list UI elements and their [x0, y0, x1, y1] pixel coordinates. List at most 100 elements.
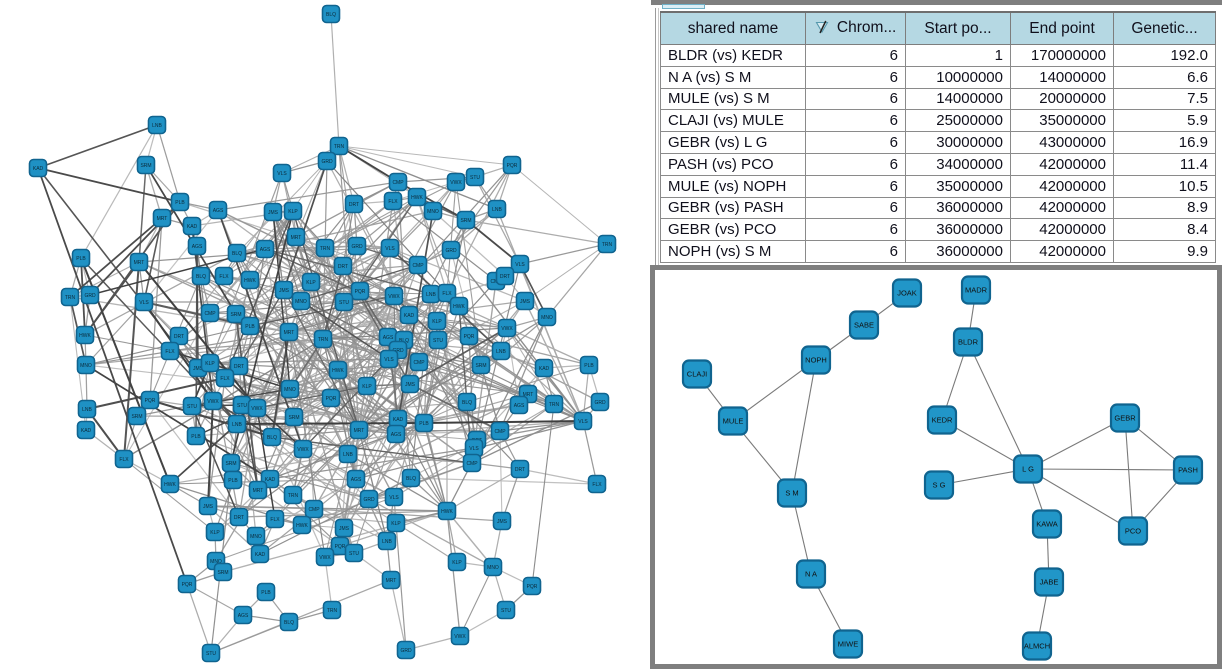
- svg-text:LNB: LNB: [232, 422, 242, 428]
- svg-text:PQR: PQR: [527, 584, 538, 590]
- svg-text:VLS: VLS: [139, 300, 149, 306]
- svg-text:VWX: VWX: [319, 555, 331, 561]
- svg-text:BLQ: BLQ: [406, 476, 416, 482]
- svg-text:MRT: MRT: [386, 578, 397, 584]
- svg-text:HWK: HWK: [332, 368, 344, 374]
- svg-text:TRN: TRN: [318, 337, 329, 343]
- svg-text:MNO: MNO: [427, 209, 439, 215]
- svg-text:LNB: LNB: [82, 407, 92, 413]
- svg-text:S M: S M: [785, 489, 798, 498]
- svg-text:KLP: KLP: [391, 521, 401, 527]
- svg-text:PASH: PASH: [1178, 466, 1198, 475]
- svg-text:JOAK: JOAK: [897, 289, 917, 298]
- svg-text:GRD: GRD: [321, 159, 333, 165]
- svg-text:LNB: LNB: [426, 292, 436, 298]
- svg-text:VLS: VLS: [385, 246, 395, 252]
- svg-text:MNO: MNO: [487, 565, 499, 571]
- svg-text:AGS: AGS: [260, 247, 271, 253]
- svg-text:JABE: JABE: [1040, 578, 1059, 587]
- svg-text:SRM: SRM: [131, 414, 142, 420]
- svg-text:DRT: DRT: [234, 364, 244, 370]
- svg-text:FLX: FLX: [388, 199, 398, 205]
- svg-text:PLB: PLB: [76, 256, 86, 262]
- svg-text:KAD: KAD: [265, 477, 276, 483]
- svg-text:KAD: KAD: [33, 166, 44, 172]
- svg-text:CLAJI: CLAJI: [687, 370, 707, 379]
- svg-text:HWK: HWK: [296, 523, 308, 529]
- svg-text:AGS: AGS: [213, 208, 224, 214]
- svg-text:PQR: PQR: [145, 398, 156, 404]
- svg-text:LNB: LNB: [496, 349, 506, 355]
- svg-text:PLB: PLB: [419, 421, 429, 427]
- svg-text:FLX: FLX: [270, 517, 280, 523]
- svg-text:PLB: PLB: [261, 590, 271, 596]
- svg-text:STU: STU: [187, 404, 197, 410]
- svg-text:DRT: DRT: [174, 334, 184, 340]
- svg-text:MADR: MADR: [965, 286, 988, 295]
- svg-text:KLP: KLP: [288, 209, 298, 215]
- svg-text:KLP: KLP: [452, 560, 462, 566]
- svg-text:KEDR: KEDR: [932, 416, 953, 425]
- svg-text:MRT: MRT: [291, 235, 302, 241]
- svg-text:VWX: VWX: [450, 180, 462, 186]
- svg-text:SRM: SRM: [475, 363, 486, 369]
- svg-text:MNO: MNO: [541, 315, 553, 321]
- svg-text:GRD: GRD: [594, 400, 606, 406]
- svg-text:STU: STU: [349, 551, 359, 557]
- svg-text:PLB: PLB: [245, 324, 255, 330]
- svg-text:KAD: KAD: [393, 417, 404, 423]
- svg-text:MRT: MRT: [157, 216, 168, 222]
- svg-text:FLX: FLX: [592, 482, 602, 488]
- svg-text:MNO: MNO: [80, 363, 92, 369]
- svg-text:MULE: MULE: [723, 417, 744, 426]
- svg-text:MRT: MRT: [284, 330, 295, 336]
- svg-text:CMP: CMP: [204, 311, 216, 317]
- svg-text:L G: L G: [1022, 465, 1034, 474]
- svg-text:SRM: SRM: [217, 570, 228, 576]
- svg-text:STU: STU: [206, 651, 216, 657]
- svg-text:FLX: FLX: [165, 349, 175, 355]
- svg-text:VWX: VWX: [388, 294, 400, 300]
- svg-text:DRT: DRT: [515, 467, 525, 473]
- svg-text:MRT: MRT: [253, 488, 264, 494]
- svg-text:KAD: KAD: [81, 428, 92, 434]
- svg-text:SRM: SRM: [230, 312, 241, 318]
- svg-text:PCO: PCO: [1125, 527, 1141, 536]
- svg-text:SRM: SRM: [460, 218, 471, 224]
- svg-text:MIWE: MIWE: [838, 640, 858, 649]
- svg-text:MNO: MNO: [210, 559, 222, 565]
- svg-text:HWK: HWK: [441, 509, 453, 515]
- svg-text:PQR: PQR: [464, 334, 475, 340]
- svg-text:LNB: LNB: [492, 207, 502, 213]
- svg-text:NOPH: NOPH: [805, 356, 827, 365]
- svg-text:FLX: FLX: [219, 274, 229, 280]
- svg-text:DRT: DRT: [349, 202, 359, 208]
- svg-text:HWK: HWK: [453, 304, 465, 310]
- svg-text:KAWA: KAWA: [1036, 520, 1058, 529]
- svg-text:BLDR: BLDR: [958, 338, 979, 347]
- svg-text:CMP: CMP: [412, 263, 424, 269]
- svg-text:CMP: CMP: [413, 360, 425, 366]
- svg-text:KLP: KLP: [432, 319, 442, 325]
- svg-text:STU: STU: [470, 175, 480, 181]
- svg-text:KLP: KLP: [205, 361, 215, 367]
- svg-text:HWK: HWK: [244, 278, 256, 284]
- svg-text:HWK: HWK: [411, 195, 423, 201]
- svg-text:AGS: AGS: [514, 403, 525, 409]
- svg-text:GEBR: GEBR: [1114, 414, 1136, 423]
- svg-text:VWX: VWX: [207, 399, 219, 405]
- svg-text:CMP: CMP: [494, 429, 506, 435]
- svg-text:TRN: TRN: [288, 493, 299, 499]
- svg-text:KAD: KAD: [404, 313, 415, 319]
- svg-text:GRD: GRD: [84, 293, 96, 299]
- svg-text:HWK: HWK: [164, 482, 176, 488]
- svg-text:GRD: GRD: [392, 348, 404, 354]
- svg-text:CMP: CMP: [308, 507, 320, 513]
- svg-text:MNO: MNO: [284, 387, 296, 393]
- svg-text:BLQ: BLQ: [326, 12, 336, 18]
- svg-text:PLB: PLB: [175, 200, 185, 206]
- svg-text:SABE: SABE: [854, 321, 874, 330]
- svg-text:S G: S G: [933, 481, 946, 490]
- svg-text:MNO: MNO: [295, 299, 307, 305]
- svg-text:GRD: GRD: [363, 497, 375, 503]
